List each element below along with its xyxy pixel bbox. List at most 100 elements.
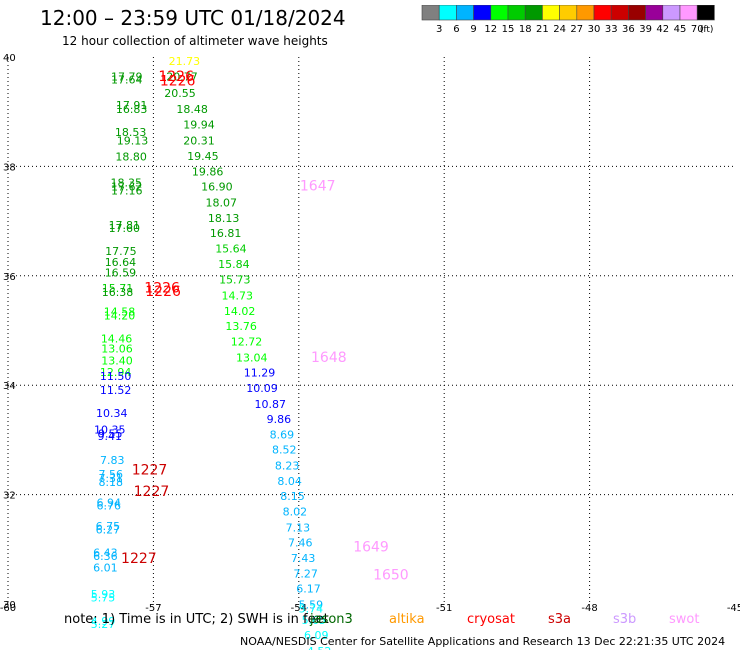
wave-height-label: 6.76	[97, 500, 122, 513]
wave-height-label: 8.18	[98, 476, 123, 489]
wave-height-label: 10.35	[94, 424, 126, 437]
wave-height-label: 4.52	[307, 645, 332, 650]
color-scale-label: 6	[453, 24, 459, 35]
wave-height-label: 12.94	[100, 366, 132, 379]
satellite-legend-s3a: s3a	[548, 612, 572, 627]
footer-credit: NOAA/NESDIS Center for Satellite Applica…	[240, 635, 726, 648]
wave-height-label: 7.13	[286, 521, 311, 534]
color-scale-label: 45	[674, 24, 687, 35]
wave-height-label: 18.80	[115, 151, 147, 164]
wave-height-label: 18.13	[208, 212, 240, 225]
wave-height-label: 11.50	[100, 370, 132, 383]
color-scale-label: 42	[656, 24, 669, 35]
wave-height-label: 16.64	[105, 256, 137, 269]
wave-height-label: 15.84	[218, 258, 250, 271]
x-tick-label: -60	[0, 603, 16, 614]
wave-height-label: 9.86	[267, 413, 292, 426]
wave-height-label: 19.94	[183, 118, 215, 131]
wave-height-label: 20.31	[183, 135, 215, 148]
x-tick-label: -48	[581, 603, 597, 614]
wave-height-label: 13.04	[236, 351, 268, 364]
color-scale-label: 24	[553, 24, 566, 35]
wave-height-label: 8.15	[280, 490, 305, 503]
wave-height-label: 16.59	[105, 267, 137, 280]
wave-height-label: 17.81	[109, 219, 141, 232]
color-scale-label: 3	[436, 24, 442, 35]
wave-height-label: 14.20	[104, 310, 136, 323]
chart-title: 12:00 – 23:59 UTC 01/18/2024	[40, 6, 346, 30]
wave-height-label: 5.59	[299, 599, 324, 612]
satellite-legend-jason3: jason3	[310, 612, 353, 627]
wave-height-label: 17.64	[111, 73, 143, 86]
satellite-legend-s3b: s3b	[613, 612, 637, 627]
pass-number-label: 1648	[311, 350, 347, 366]
wave-height-label: 8.04	[277, 475, 302, 488]
wave-height-label: 6.94	[97, 496, 122, 509]
pass-number-label: 1226	[160, 74, 196, 90]
wave-height-label: 17.16	[111, 184, 143, 197]
wave-height-label: 19.45	[187, 150, 219, 163]
wave-height-label: 21.73	[169, 55, 201, 68]
wave-height-label: 18.35	[111, 176, 143, 189]
wave-height-label: 8.23	[275, 460, 300, 473]
wave-height-label: 17.91	[116, 99, 148, 112]
pass-number-label: 1226	[158, 69, 194, 85]
wave-height-label: 6.17	[296, 583, 321, 596]
color-swatch	[696, 5, 715, 21]
wave-height-label: 17.60	[109, 222, 141, 235]
pass-number-label: 1227	[132, 463, 168, 479]
y-tick-label: 30	[3, 600, 16, 611]
color-scale-unit: (ft)	[700, 25, 714, 35]
color-scale-label: 27	[570, 24, 583, 35]
pass-number-label: 1649	[353, 540, 389, 556]
pass-number-label: 1227	[134, 484, 170, 500]
wave-height-label: 15.64	[215, 242, 247, 255]
wave-height-label: 16.90	[201, 181, 233, 194]
color-scale-label: 39	[639, 24, 652, 35]
wave-height-label: 6.43	[93, 547, 118, 560]
color-scale-label: 70	[691, 24, 704, 35]
wave-height-label: 6.75	[96, 520, 121, 533]
wave-height-label: 19.86	[192, 165, 224, 178]
wave-height-label: 13.40	[101, 355, 133, 368]
wave-height-label: 20.55	[164, 87, 196, 100]
wave-height-label: 7.31	[98, 472, 123, 485]
wave-height-label: 14.58	[104, 305, 136, 318]
wave-height-label: 6.01	[93, 561, 118, 574]
pass-number-label: 1226	[145, 284, 181, 300]
wave-height-label: 15.73	[219, 274, 251, 287]
x-tick-label: -54	[291, 603, 307, 614]
wave-height-label: 12.72	[231, 335, 263, 348]
wave-height-label: 18.53	[115, 126, 147, 139]
satellite-legend-swot: swot	[669, 612, 700, 627]
wave-height-label: 18.48	[176, 103, 208, 116]
wave-height-label: 17.75	[105, 245, 137, 258]
wave-height-label: 10.34	[96, 407, 128, 420]
color-scale-label: 9	[470, 24, 476, 35]
color-scale-label: 30	[588, 24, 601, 35]
wave-height-label: 7.27	[293, 567, 318, 580]
color-scale-label: 21	[536, 24, 549, 35]
wave-height-label: 6.27	[96, 524, 121, 537]
wave-height-label: 13.06	[101, 343, 133, 356]
wave-height-label: 11.29	[244, 367, 276, 380]
wave-height-label: 8.02	[283, 506, 308, 519]
y-tick-label: 36	[3, 272, 16, 283]
y-tick-label: 40	[3, 53, 16, 64]
color-scale-label: 18	[519, 24, 532, 35]
y-tick-label: 38	[3, 162, 16, 173]
color-scale-label: 36	[622, 24, 635, 35]
x-tick-label: -45	[727, 603, 740, 614]
wave-height-label: 18.07	[206, 197, 238, 210]
wave-height-label: 15.71	[102, 282, 134, 295]
wave-height-label: 6.09	[304, 629, 329, 642]
pass-number-label: 1226	[144, 280, 180, 296]
wave-height-label: 10.09	[246, 382, 278, 395]
wave-height-label: 13.76	[225, 320, 257, 333]
color-scale-label: 33	[605, 24, 618, 35]
wave-height-label: 20.77	[166, 71, 198, 84]
wave-height-label: 7.43	[291, 552, 316, 565]
wave-height-label: 16.81	[210, 227, 242, 240]
wave-height-label: 8.52	[272, 444, 297, 457]
